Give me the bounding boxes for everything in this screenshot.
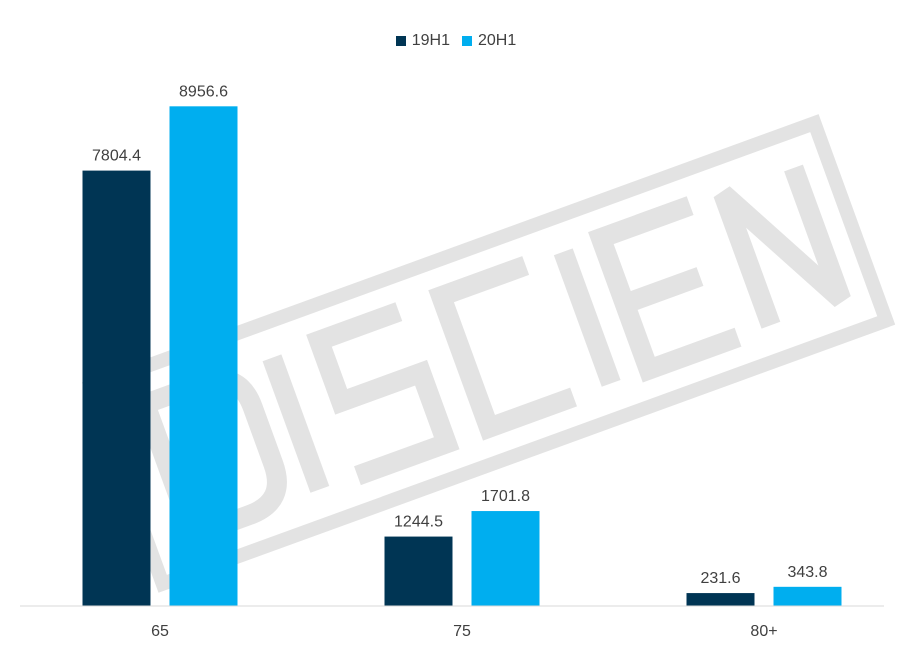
value-label-19h1-75: 1244.5 [394, 514, 443, 531]
legend-label-19h1: 19H1 [411, 32, 450, 49]
value-label-19h1-65: 7804.4 [92, 148, 141, 165]
value-label-20h1-75: 1701.8 [481, 488, 530, 505]
x-tick-label-75: 75 [453, 623, 471, 640]
bar-20h1-65 [169, 106, 238, 606]
bar-20h1-80plus [773, 586, 842, 606]
bar-20h1-75 [471, 511, 540, 606]
bar-19h1-65 [82, 170, 151, 607]
legend-swatch-19h1 [395, 36, 406, 46]
bar-19h1-80plus [686, 593, 755, 606]
value-label-19h1-80plus: 231.6 [700, 570, 740, 587]
legend: 19H1 20H1 [0, 32, 912, 50]
bar-19h1-75 [384, 536, 453, 606]
legend-item-19h1: 19H1 [395, 32, 450, 50]
legend-swatch-20h1 [462, 36, 472, 46]
legend-label-20h1: 20H1 [478, 32, 517, 49]
x-tick-label-80plus: 80+ [750, 623, 777, 640]
legend-item-20h1: 20H1 [462, 32, 516, 50]
value-label-20h1-65: 8956.6 [179, 83, 228, 100]
x-tick-label-65: 65 [151, 623, 169, 640]
value-label-20h1-80plus: 343.8 [787, 564, 827, 581]
